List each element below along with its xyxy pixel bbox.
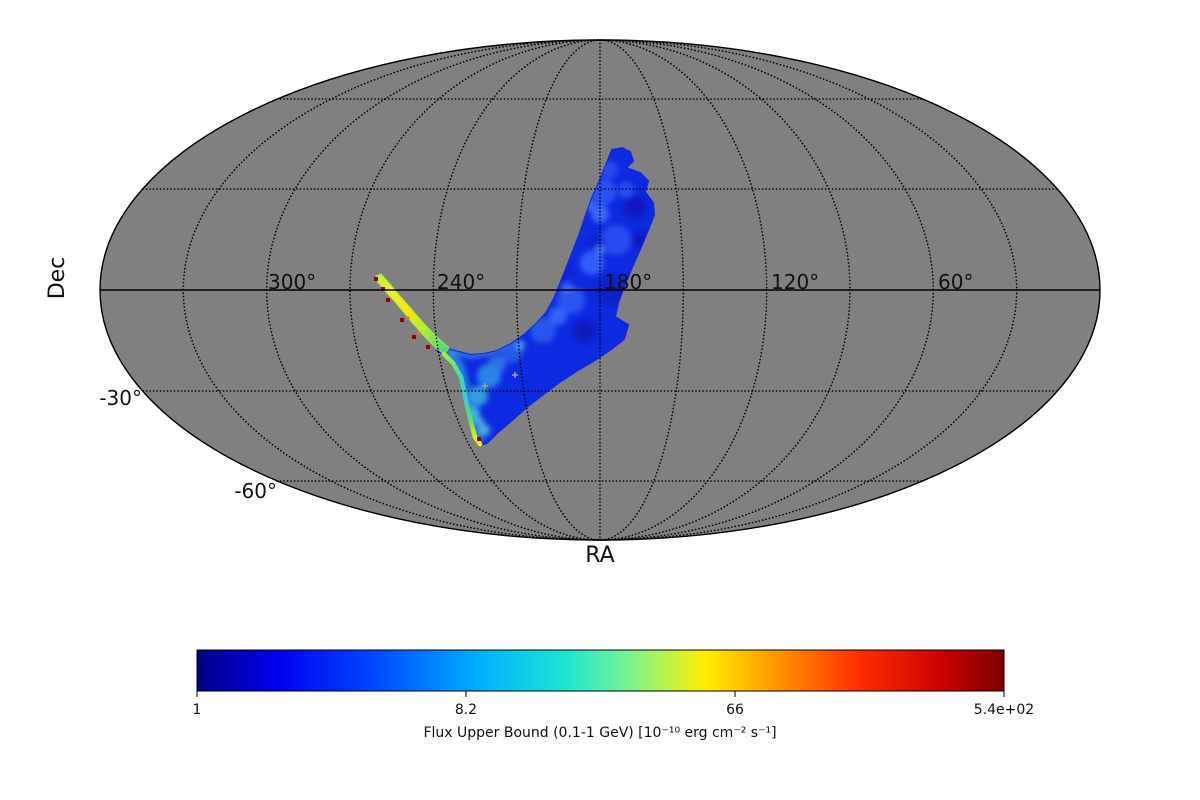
hot-pixel (477, 437, 481, 441)
ra-tick-label: 120° (771, 270, 819, 294)
colorbar: 1 8.2 66 5.4e+02 Flux Upper Bound (0.1-1 Ge… (193, 649, 1034, 741)
colorbar-tick-label: 1 (193, 702, 202, 718)
dec-axis-label: Dec (45, 257, 70, 300)
hot-pixel (381, 287, 385, 291)
colorbar-ticks: 1 8.2 66 5.4e+02 (193, 691, 1034, 718)
source-marker (482, 383, 488, 389)
hot-pixel (412, 335, 416, 339)
colorbar-tick-label: 8.2 (455, 702, 477, 718)
hot-pixel (400, 318, 404, 322)
colorbar-tick-label: 5.4e+02 (974, 702, 1034, 718)
ra-tick-label: 240° (437, 270, 485, 294)
colorbar-label: Flux Upper Bound (0.1-1 GeV) [10⁻¹⁰ erg … (423, 725, 776, 741)
warm-pixel (417, 331, 421, 335)
hot-pixel (374, 277, 378, 281)
colorbar-gradient (196, 649, 1005, 692)
dec-tick-label: -30° (99, 386, 142, 410)
ra-tick-label: 180° (604, 270, 652, 294)
colorbar-tick-label: 66 (726, 702, 744, 718)
hot-pixel (426, 345, 430, 349)
graticule (100, 39, 1100, 541)
source-marker (512, 372, 518, 378)
warm-pixel (406, 316, 410, 320)
region-fringe (441, 351, 483, 447)
ra-tick-label: 300° (268, 270, 316, 294)
dec-tick-label: -60° (234, 479, 277, 503)
sky-map-outline (99, 39, 1101, 541)
ra-axis-label: RA (585, 543, 614, 568)
hot-pixel (386, 298, 390, 302)
coordinate-tick-labels: 300° 240° 180° 120° 60° -30° -60° (99, 270, 973, 503)
ra-tick-label: 60° (938, 270, 973, 294)
